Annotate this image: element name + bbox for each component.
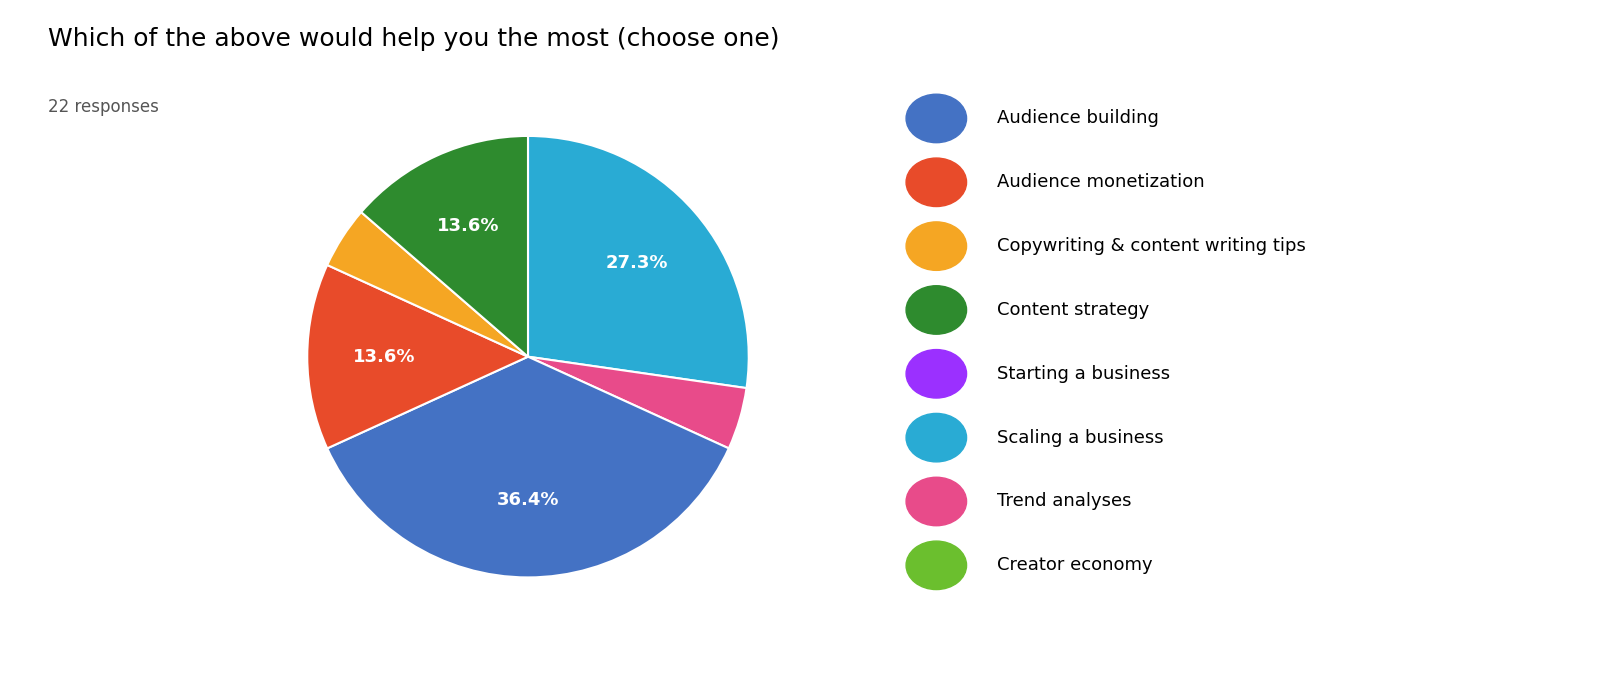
Text: Starting a business: Starting a business <box>997 365 1170 383</box>
Text: Which of the above would help you the most (choose one): Which of the above would help you the mo… <box>48 27 779 51</box>
Text: Scaling a business: Scaling a business <box>997 429 1163 447</box>
Circle shape <box>906 477 966 526</box>
Text: Trend analyses: Trend analyses <box>997 493 1131 511</box>
Wedge shape <box>328 357 728 577</box>
Text: Audience monetization: Audience monetization <box>997 173 1205 191</box>
Circle shape <box>906 541 966 590</box>
Text: 27.3%: 27.3% <box>605 254 667 272</box>
Circle shape <box>906 349 966 398</box>
Circle shape <box>906 94 966 143</box>
Wedge shape <box>362 136 528 357</box>
Wedge shape <box>528 357 747 448</box>
Wedge shape <box>307 265 528 448</box>
Text: 13.6%: 13.6% <box>437 217 499 235</box>
Wedge shape <box>528 136 749 388</box>
Text: 36.4%: 36.4% <box>496 491 560 509</box>
Text: 22 responses: 22 responses <box>48 98 158 116</box>
Text: 13.6%: 13.6% <box>354 348 416 365</box>
Text: Audience building: Audience building <box>997 110 1158 127</box>
Text: Copywriting & content writing tips: Copywriting & content writing tips <box>997 237 1306 255</box>
Text: Creator economy: Creator economy <box>997 557 1152 574</box>
Circle shape <box>906 413 966 462</box>
Circle shape <box>906 286 966 334</box>
Text: Content strategy: Content strategy <box>997 301 1149 319</box>
Circle shape <box>906 222 966 271</box>
Circle shape <box>906 158 966 207</box>
Wedge shape <box>328 212 528 357</box>
